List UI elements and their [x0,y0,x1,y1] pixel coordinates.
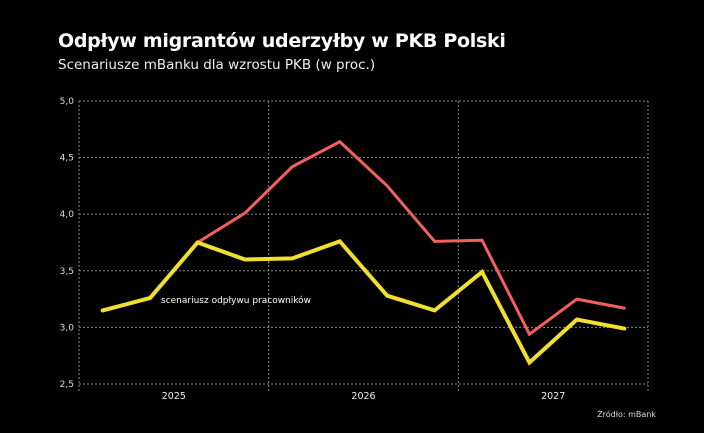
y-tick-label: 4,5 [60,154,74,164]
source-note: Źródło: mBank [597,410,656,419]
y-tick-label: 3,5 [60,267,74,277]
y-tick-label: 5,0 [60,97,75,107]
chart-subtitle: Scenariusze mBanku dla wzrostu PKB (w pr… [58,57,376,73]
x-tick-label: 2026 [351,391,375,402]
series-line-baseline [196,139,626,337]
x-tick-label: 2025 [162,391,186,402]
y-tick-label: 3,0 [60,323,75,333]
y-tick-label: 2,5 [60,380,74,390]
chart-title: Odpływ migrantów uderzyłby w PKB Polski [58,30,506,52]
series-annotation: scenariusz odpływu pracowników [161,295,311,306]
series-line-migrant-outflow [100,239,627,366]
y-tick-label: 4,0 [60,210,75,220]
x-tick-label: 2027 [541,391,565,402]
